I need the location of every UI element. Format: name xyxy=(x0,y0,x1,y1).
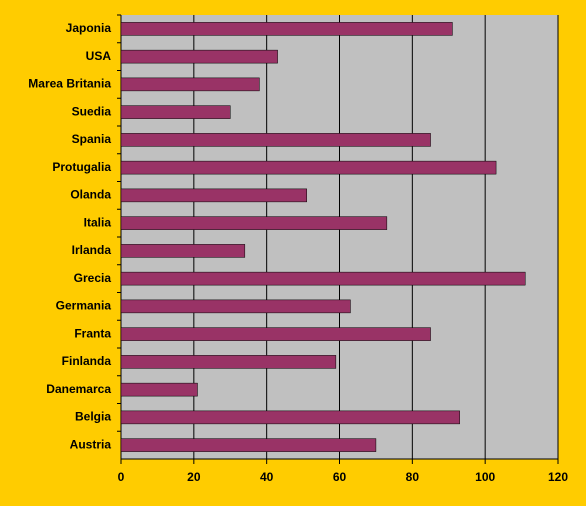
bar xyxy=(120,77,260,92)
x-tick-label: 40 xyxy=(260,470,274,484)
bar xyxy=(120,410,460,425)
bar xyxy=(120,271,526,286)
bar xyxy=(120,244,246,258)
y-tick-label: Grecia xyxy=(74,271,112,285)
y-tick-label: Belgia xyxy=(75,410,111,424)
y-tick-label: Japonia xyxy=(66,21,112,35)
y-tick-label: Danemarca xyxy=(46,382,111,396)
bar xyxy=(120,49,278,64)
y-tick-label: Olanda xyxy=(70,188,111,202)
x-tick-label: 0 xyxy=(118,470,125,484)
y-tick-label: Irlanda xyxy=(72,243,112,257)
bar xyxy=(120,438,377,452)
y-tick-label: Protugalia xyxy=(52,160,111,174)
bar xyxy=(120,382,198,397)
y-tick-label: Italia xyxy=(84,215,112,229)
x-tick-label: 60 xyxy=(333,470,347,484)
y-tick-label: Germania xyxy=(56,299,112,313)
y-tick-label: Finlanda xyxy=(62,354,112,368)
bar xyxy=(120,327,431,341)
y-tick-label: Austria xyxy=(70,437,112,451)
y-tick-label: USA xyxy=(86,49,112,63)
bar xyxy=(120,133,431,147)
bar xyxy=(120,299,351,314)
x-tick-label: 100 xyxy=(475,470,495,484)
bar xyxy=(120,105,231,119)
bar xyxy=(120,160,497,175)
y-tick-label: Franta xyxy=(74,326,111,340)
y-tick-label: Marea Britania xyxy=(28,77,111,91)
y-tick-label: Spania xyxy=(72,132,112,146)
x-tick-label: 20 xyxy=(187,470,201,484)
y-tick-label: Suedia xyxy=(72,104,112,118)
bar xyxy=(120,216,388,230)
x-tick-label: 80 xyxy=(406,470,420,484)
bar xyxy=(120,355,337,369)
bar xyxy=(120,22,453,36)
x-tick-label: 120 xyxy=(548,470,568,484)
bar xyxy=(120,188,307,203)
